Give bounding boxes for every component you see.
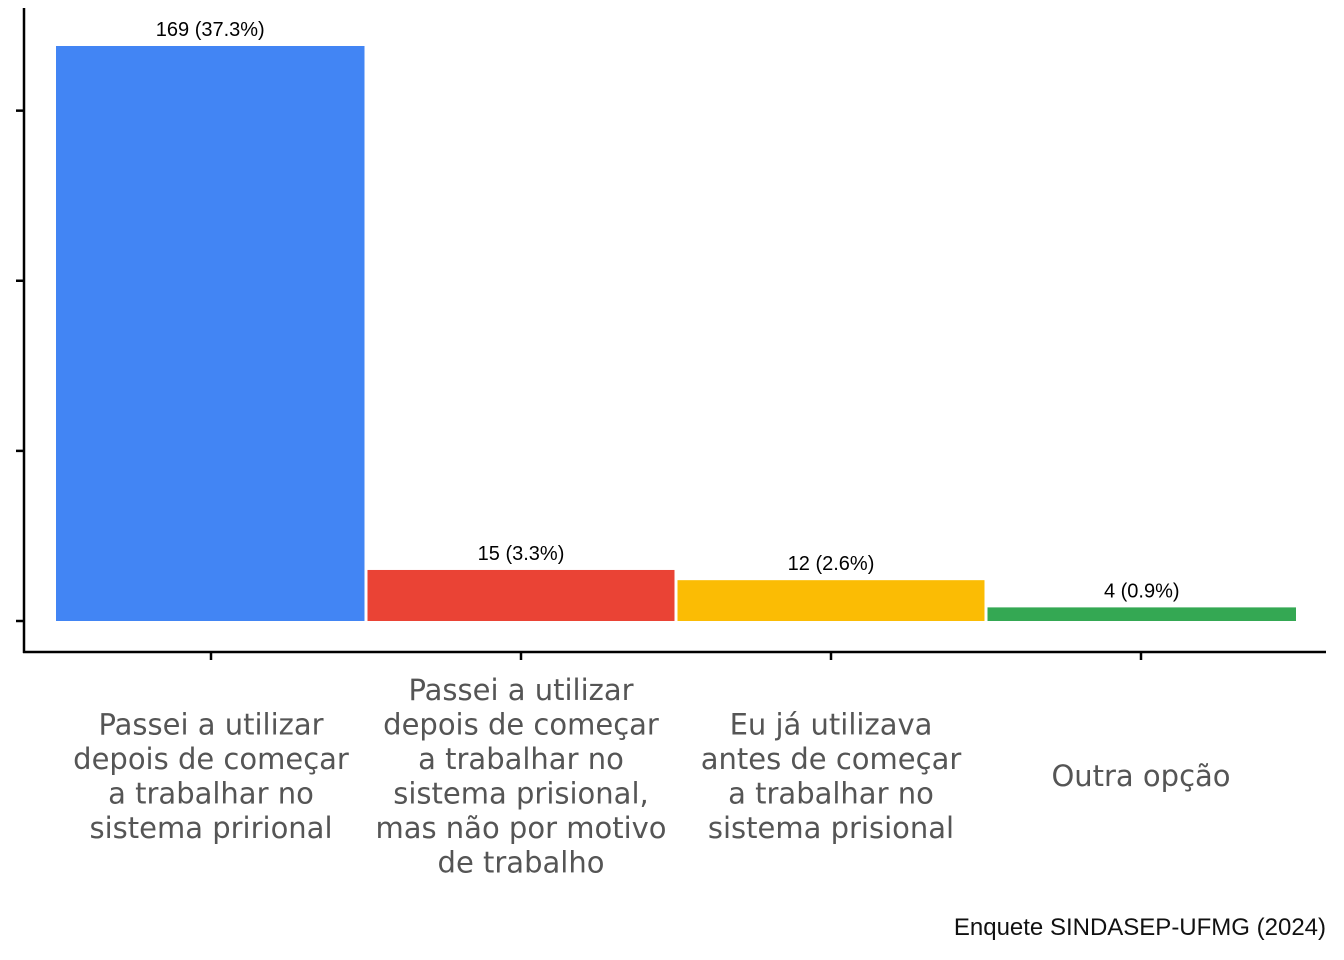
bar xyxy=(987,607,1296,621)
x-tick-label: Passei a utilizar xyxy=(408,673,633,707)
bar xyxy=(677,580,985,621)
x-tick-label: Outra opção xyxy=(1051,759,1230,793)
bar xyxy=(367,569,675,621)
x-tick-label: antes de começar xyxy=(701,742,962,776)
x-tick-label: sistema prisional, xyxy=(393,776,648,810)
x-tick-label: de trabalho xyxy=(438,845,605,879)
x-tick-label: Passei a utilizar xyxy=(98,707,323,741)
x-tick-label: a trabalhar no xyxy=(728,776,934,810)
x-tick-label: depois de começar xyxy=(383,707,659,741)
x-tick-label: mas não por motivo xyxy=(375,811,666,845)
x-tick-label: a trabalhar no xyxy=(418,742,624,776)
bar xyxy=(56,46,365,621)
chart-caption: Enquete SINDASEP-UFMG (2024) xyxy=(953,914,1326,941)
x-tick-label: a trabalhar no xyxy=(108,776,314,810)
data-label: 15 (3.3%) xyxy=(478,543,565,565)
x-tick-label: sistema prisional xyxy=(708,811,954,845)
x-tick-label: depois de começar xyxy=(73,742,349,776)
x-tick-label: Eu já utilizava xyxy=(730,707,933,741)
data-label: 169 (37.3%) xyxy=(156,19,265,41)
data-label: 4 (0.9%) xyxy=(1104,580,1180,602)
x-tick-label: sistema prirional xyxy=(89,811,332,845)
data-label: 12 (2.6%) xyxy=(788,553,875,575)
